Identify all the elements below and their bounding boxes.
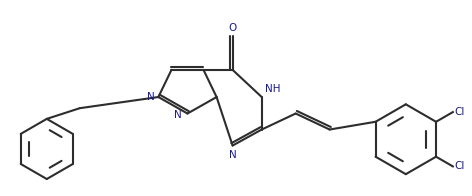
Text: N: N [147,92,155,102]
Text: N: N [174,111,182,121]
Text: O: O [228,23,237,33]
Text: Cl: Cl [455,107,465,117]
Text: Cl: Cl [455,162,465,172]
Text: NH: NH [265,84,280,94]
Text: N: N [229,150,236,160]
